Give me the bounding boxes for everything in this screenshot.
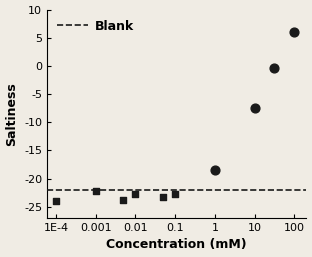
Point [173,192,178,196]
Point [93,189,98,193]
Legend: Blank: Blank [53,16,138,36]
Point [161,195,166,199]
Point [292,30,297,34]
X-axis label: Concentration (mM): Concentration (mM) [106,238,247,251]
Point [252,106,257,110]
Point [133,192,138,196]
Point [271,66,276,70]
Y-axis label: Saltiness: Saltiness [6,82,18,146]
Blank [213,188,217,191]
Point [53,199,58,203]
Point [212,168,217,172]
Point [121,198,126,202]
